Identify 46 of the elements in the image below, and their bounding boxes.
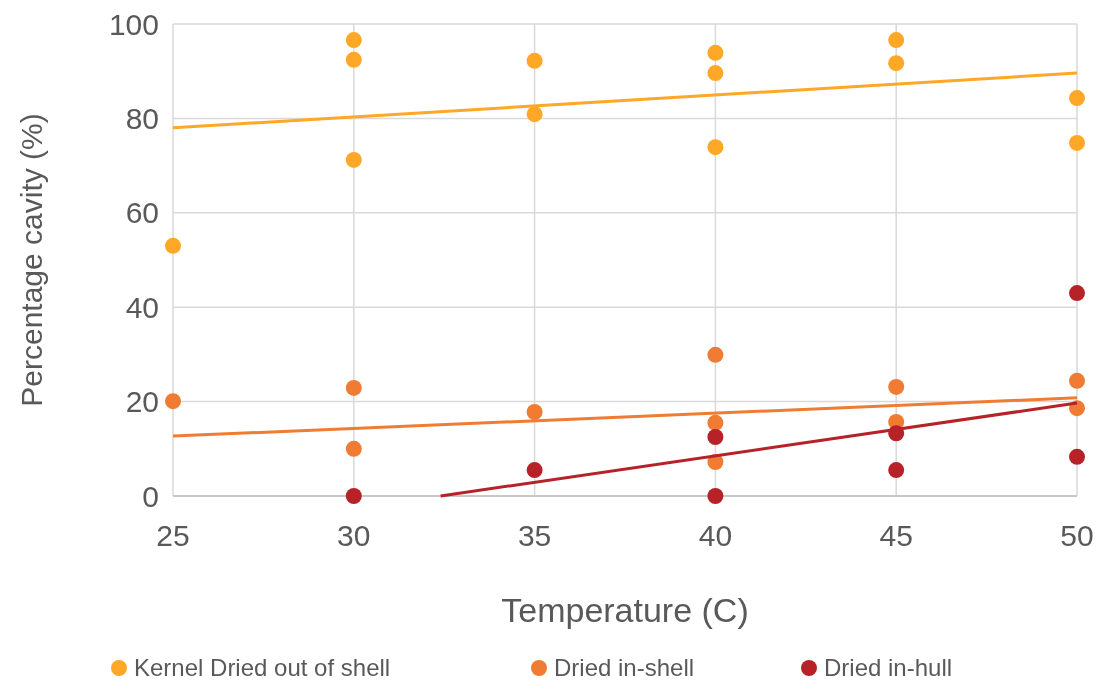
y-tick-label: 60 [125,196,159,230]
point [345,440,362,457]
y-tick-label: 0 [142,479,159,513]
point [707,488,724,504]
point [1069,400,1085,417]
point [345,51,362,68]
x-tick-label: 25 [156,519,190,552]
x-tick-label: 35 [517,519,552,552]
x-tick-label: 50 [1060,519,1094,552]
point [707,44,724,61]
point [888,32,905,49]
point [345,379,362,396]
point [526,403,543,420]
point [1069,285,1085,302]
point [1069,134,1085,151]
y-axis-title: Percentage cavity (%) [15,113,48,407]
point [526,52,543,69]
legend-label: Dried in-shell [554,654,695,681]
y-tick-label: 40 [125,290,159,324]
y-tick-label: 80 [125,101,159,135]
legend-label: Kernel Dried out of shell [134,654,391,681]
y-tick-label: 100 [108,7,159,41]
point [1069,372,1085,389]
point [888,55,905,72]
point [1069,90,1085,107]
x-axis-title: Temperature (C) [501,591,749,629]
point [165,237,181,254]
x-tick-label: 45 [879,519,913,552]
point [888,378,905,395]
point [707,414,724,431]
point [707,139,724,156]
point [526,106,543,123]
point [707,65,724,82]
point [345,32,362,49]
point [526,462,543,479]
point [707,346,724,363]
x-tick-label: 30 [337,519,371,552]
y-tick-label: 20 [125,385,159,419]
point [888,462,905,479]
point [1069,448,1085,465]
point [707,429,724,445]
point [345,488,362,504]
point [345,151,362,168]
legend-label: Dried in-hull [824,654,953,681]
x-tick-label: 40 [698,519,733,552]
point [165,393,181,410]
